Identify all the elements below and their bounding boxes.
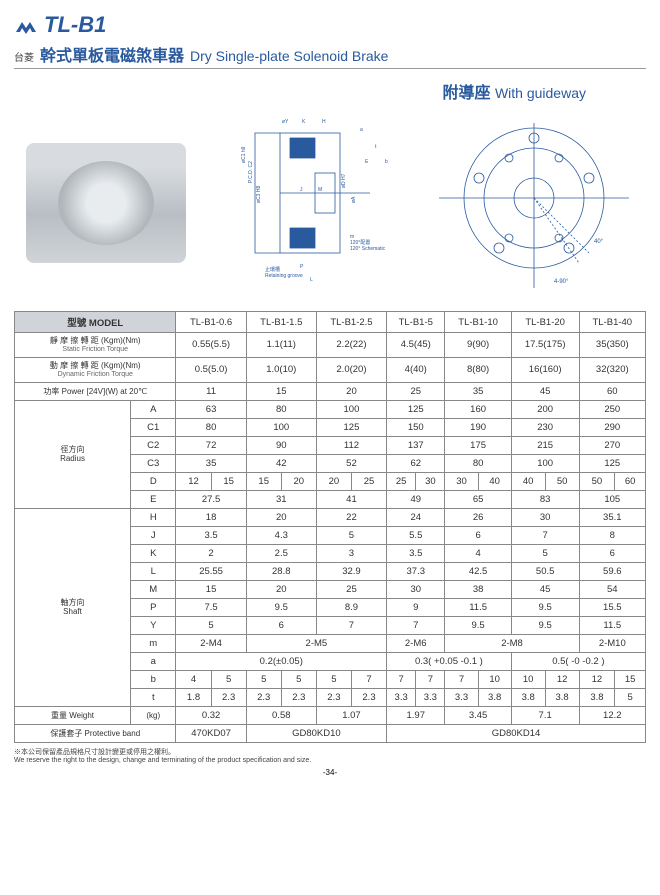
svg-text:止環槽: 止環槽 bbox=[265, 266, 280, 273]
svg-text:L: L bbox=[310, 277, 313, 283]
svg-text:P.C.D. C2: P.C.D. C2 bbox=[248, 161, 254, 183]
table-row: 動 摩 擦 轉 距 (Kgm)(Nm)Dynamic Friction Torq… bbox=[15, 357, 646, 382]
header: TL-B1 bbox=[14, 12, 646, 38]
svg-text:øA: øA bbox=[351, 196, 357, 203]
product-photo bbox=[26, 143, 186, 263]
brand-text: 台菱 bbox=[14, 49, 34, 64]
model-code: TL-B1 bbox=[44, 12, 106, 38]
table-row: 重量 Weight (kg) 0.320.581.071.973.457.112… bbox=[15, 706, 646, 724]
svg-text:4-90°: 4-90° bbox=[554, 279, 569, 285]
guide-title: 附導座 With guideway bbox=[14, 79, 646, 103]
svg-text:120° Schematic: 120° Schematic bbox=[350, 246, 386, 252]
figure-row: øY K H a øC1 h9 P.C.D. C2 øC3 H8 J M øD … bbox=[14, 103, 646, 303]
table-row: 功率 Power [24V](W) at 20℃ 11152025354560 bbox=[15, 382, 646, 400]
brand-logo-icon bbox=[14, 18, 38, 38]
svg-text:øC1 h9: øC1 h9 bbox=[241, 146, 247, 163]
svg-text:40°: 40° bbox=[594, 239, 604, 245]
svg-text:t: t bbox=[375, 144, 377, 150]
table-row: 型號 MODEL TL-B1-0.6 TL-B1-1.5 TL-B1-2.5 T… bbox=[15, 312, 646, 333]
spec-table: 型號 MODEL TL-B1-0.6 TL-B1-1.5 TL-B1-2.5 T… bbox=[14, 311, 646, 743]
svg-text:J: J bbox=[300, 187, 303, 193]
subhead: 台菱 幹式單板電磁煞車器 Dry Single-plate Solenoid B… bbox=[14, 42, 646, 69]
svg-text:Retaining groove: Retaining groove bbox=[265, 273, 303, 279]
page-number: -34- bbox=[14, 768, 646, 777]
title-en: Dry Single-plate Solenoid Brake bbox=[190, 48, 388, 64]
table-row: 保護套子 Protective band 470KD07 GD80KD10 GD… bbox=[15, 724, 646, 742]
svg-text:a: a bbox=[360, 127, 363, 133]
svg-text:b: b bbox=[385, 159, 388, 165]
footnote: ※本公司保留產品規格尺寸設計變更或停用之權利。 We reserve the r… bbox=[14, 747, 646, 764]
svg-text:øC3 H8: øC3 H8 bbox=[256, 186, 262, 203]
table-row: 靜 摩 擦 轉 距 (Kgm)(Nm)Static Friction Torqu… bbox=[15, 333, 646, 358]
svg-text:E: E bbox=[365, 159, 369, 165]
svg-text:H: H bbox=[322, 119, 326, 125]
svg-text:øY: øY bbox=[282, 119, 289, 125]
table-row: 徑方向Radius A 6380100125160200250 bbox=[15, 400, 646, 418]
svg-text:P: P bbox=[300, 264, 304, 270]
table-row: 軸方向Shaft H18202224263035.1 bbox=[15, 508, 646, 526]
svg-text:øD H7: øD H7 bbox=[341, 173, 347, 188]
title-cn: 幹式單板電磁煞車器 bbox=[40, 42, 184, 66]
section-diagram: øY K H a øC1 h9 P.C.D. C2 øC3 H8 J M øD … bbox=[210, 113, 410, 293]
svg-text:K: K bbox=[302, 119, 306, 125]
svg-text:M: M bbox=[318, 187, 322, 193]
face-diagram: 40° 4-90° bbox=[434, 113, 634, 293]
